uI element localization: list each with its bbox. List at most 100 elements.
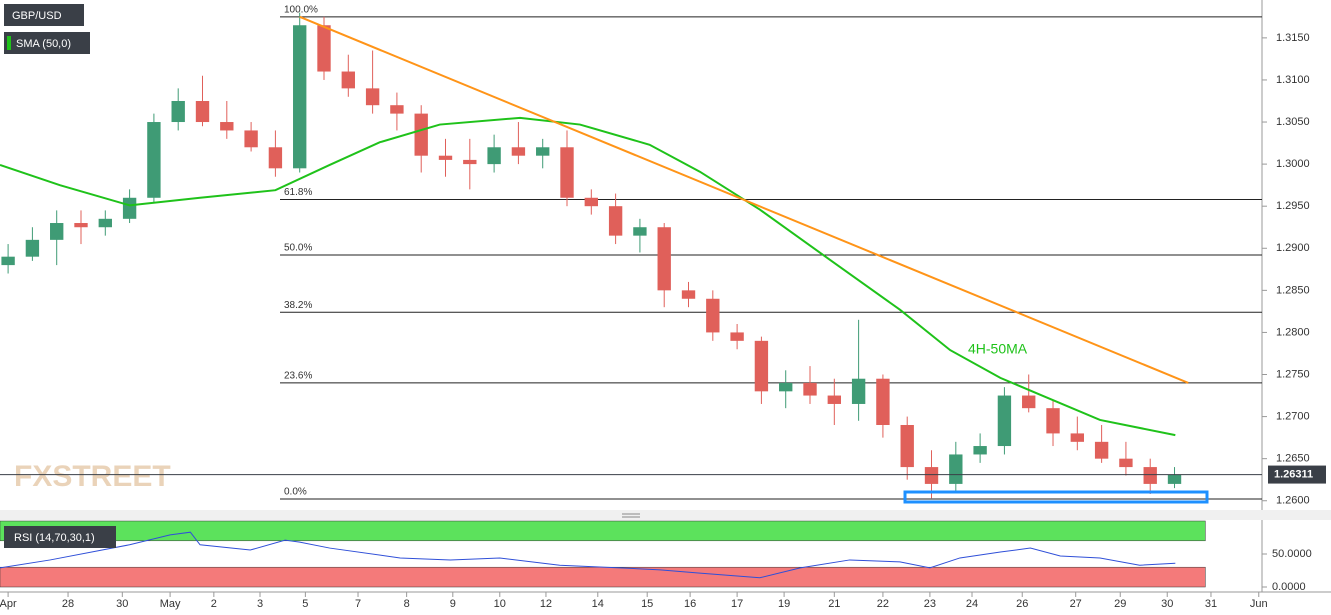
candle-body [876, 378, 890, 425]
legend-box[interactable] [4, 32, 90, 54]
candle-body [730, 332, 744, 341]
x-tick-label: 30 [116, 598, 128, 610]
candle-body [949, 454, 963, 484]
last-price-box [1268, 465, 1326, 484]
fib-label: 38.2% [284, 300, 312, 311]
candle-body [1022, 395, 1036, 409]
x-tick-label: 19 [778, 598, 790, 610]
legend-label: GBP/USD [12, 10, 62, 22]
y-tick-label: 50.0000 [1272, 548, 1312, 560]
candle-body [1094, 441, 1109, 459]
y-tick-label: 1.3000 [1276, 158, 1310, 170]
candle-body [779, 382, 793, 392]
plot: 1.3150 1.3100 1.3050 1.3000 1.2950 1.2900 1.28… [0, 4, 1326, 610]
y-tick-label: 0.0000 [1272, 581, 1306, 593]
x-tick-label: 27 [1070, 598, 1082, 610]
rsi-zone [0, 566, 1206, 588]
fib-label: 23.6% [284, 371, 312, 382]
candle-body [1167, 474, 1182, 484]
candle-body [487, 147, 501, 165]
x-tick-label: Apr [0, 598, 17, 610]
candle-body [1119, 458, 1133, 468]
x-tick-label: 14 [592, 598, 604, 610]
y-tick-label: 1.2650 [1276, 453, 1310, 465]
candle-body [900, 425, 914, 468]
candle-body [74, 223, 88, 228]
fib-label: 100.0% [284, 4, 318, 15]
candle-body [827, 395, 841, 404]
y-tick-label: 1.2800 [1276, 326, 1310, 338]
x-tick-label: 7 [355, 598, 361, 610]
candle-body [560, 147, 574, 198]
x-tick-label: 26 [1016, 598, 1028, 610]
x-tick-label: 12 [540, 598, 552, 610]
fib-label: 0.0% [284, 487, 307, 498]
candle-body [997, 395, 1012, 447]
candle-body [681, 290, 696, 299]
annotation: 4H-50MA [968, 341, 1028, 357]
y-tick-label: 1.3150 [1276, 32, 1310, 44]
candle-body [584, 197, 598, 207]
candle-body [50, 223, 64, 240]
x-tick-label: May [160, 598, 181, 610]
candle-body [390, 105, 404, 114]
x-tick-label: 17 [731, 598, 743, 610]
y-tick-label: 1.3050 [1276, 116, 1310, 128]
y-tick-label: 1.2950 [1276, 200, 1310, 212]
indicator-line [0, 116, 1176, 437]
x-tick-label: 29 [1114, 598, 1126, 610]
y-tick-label: 1.2750 [1276, 368, 1310, 380]
y-tick-label: 1.2700 [1276, 410, 1310, 422]
candle-body [511, 147, 526, 156]
y-tick-label: 1.3100 [1276, 74, 1310, 86]
x-tick-label: 24 [966, 598, 978, 610]
x-tick-label: 9 [450, 598, 456, 610]
y-tick-label: 1.2850 [1276, 284, 1310, 296]
candle-body [1143, 467, 1157, 484]
support-zone [903, 490, 1209, 504]
last-price-label: 1.26311 [1274, 468, 1313, 480]
candle-body [25, 239, 40, 257]
candle-body [147, 122, 161, 198]
x-tick-label: 10 [494, 598, 506, 610]
y-tick-label: 1.2900 [1276, 242, 1310, 254]
candle-body [195, 100, 210, 123]
candle-body [463, 159, 477, 165]
legend-box[interactable] [4, 4, 84, 26]
pane-separator[interactable] [0, 510, 1331, 520]
candle-body [973, 446, 987, 455]
candle-body [122, 197, 137, 219]
x-tick-label: 16 [684, 598, 696, 610]
legend-label: RSI (14,70,30,1) [14, 532, 95, 544]
watermark: FXSTREET [14, 460, 171, 493]
legend-swatch [7, 36, 11, 50]
candle-body [414, 113, 428, 156]
candle-body [1046, 408, 1060, 434]
x-tick-label: 28 [62, 598, 74, 610]
candle-body [608, 206, 623, 236]
candle-body [633, 227, 647, 236]
fib-label: 50.0% [284, 243, 312, 254]
x-tick-label: 22 [877, 598, 889, 610]
x-tick-label: 3 [257, 598, 263, 610]
candle-body [1, 256, 15, 266]
x-tick-label: Jun [1250, 598, 1268, 610]
candle-body [851, 378, 866, 404]
candle-body [220, 122, 234, 131]
rsi-line [0, 531, 1176, 579]
candle-body [754, 340, 769, 392]
legend-box[interactable] [4, 526, 116, 548]
x-tick-label: 5 [302, 598, 308, 610]
candle-body [244, 130, 258, 148]
candle-body [536, 147, 550, 156]
fib-label: 61.8% [284, 187, 312, 198]
indicator-line [299, 15, 1189, 384]
x-tick-label: 30 [1161, 598, 1173, 610]
candle-body [1070, 433, 1084, 442]
candle-body [268, 147, 283, 169]
candle-body [438, 155, 453, 160]
candle-body [657, 227, 671, 291]
x-tick-label: 21 [828, 598, 840, 610]
candle-body [803, 382, 817, 396]
